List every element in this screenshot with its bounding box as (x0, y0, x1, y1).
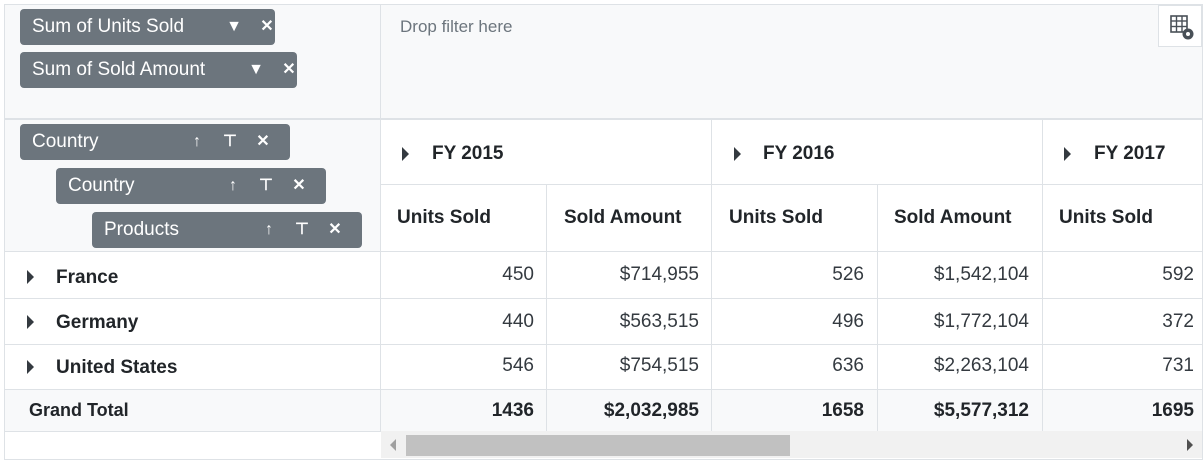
value-cell[interactable]: $1,542,104 (933, 264, 1029, 285)
divider (380, 5, 381, 431)
row-pill-label: Country (68, 175, 135, 196)
value-cell[interactable]: $563,515 (619, 311, 699, 332)
field-list-button[interactable] (1158, 5, 1202, 47)
value-cell[interactable]: 496 (832, 311, 864, 332)
divider (5, 298, 1202, 299)
grand-total-label: Grand Total (29, 400, 129, 420)
row-pill-country[interactable]: Country ↑ ⊤ ✕ (20, 124, 290, 160)
row-pill-products[interactable]: Products ↑ ⊤ ✕ (92, 212, 362, 248)
measure-header[interactable]: Units Sold (397, 207, 491, 228)
expand-caret-icon[interactable] (27, 270, 34, 284)
column-header-fy2017[interactable]: FY 2017 (1094, 143, 1166, 164)
expand-caret-icon[interactable] (27, 360, 34, 374)
value-cell[interactable]: $2,263,104 (933, 355, 1029, 376)
value-cell[interactable]: 440 (502, 311, 534, 332)
row-header-germany[interactable]: Germany (56, 312, 139, 333)
dropdown-icon[interactable]: ▼ (226, 18, 242, 35)
measure-header[interactable]: Units Sold (729, 207, 823, 228)
value-cell[interactable]: 372 (1162, 311, 1194, 332)
close-icon[interactable]: ✕ (282, 61, 296, 78)
scroll-left-icon[interactable] (390, 439, 396, 451)
divider (381, 184, 1202, 185)
row-header-france[interactable]: France (56, 267, 119, 288)
row-pill-label: Country (32, 131, 99, 152)
value-cell[interactable]: 636 (832, 355, 864, 376)
measure-header[interactable]: Sold Amount (564, 207, 682, 228)
filter-icon[interactable]: ⊤ (223, 133, 237, 150)
value-cell[interactable]: $714,955 (619, 264, 699, 285)
column-header-fy2016[interactable]: FY 2016 (763, 143, 835, 164)
divider (877, 185, 878, 431)
close-icon[interactable]: ✕ (260, 18, 274, 35)
measure-header[interactable]: Units Sold (1059, 207, 1153, 228)
value-pill-units-sold[interactable]: Sum of Units Sold ▼ ✕ (20, 9, 275, 45)
expand-caret-icon[interactable] (27, 315, 34, 329)
filter-placeholder: Drop filter here (400, 17, 513, 36)
row-pill-country[interactable]: Country ↑ ⊤ ✕ (56, 168, 326, 204)
value-cell[interactable]: $1,772,104 (933, 311, 1029, 332)
value-pill-label: Sum of Sold Amount (32, 59, 206, 80)
close-icon[interactable]: ✕ (256, 133, 270, 150)
filter-icon[interactable]: ⊤ (295, 221, 309, 238)
dropdown-icon[interactable]: ▼ (248, 61, 264, 78)
row-pill-label: Products (104, 219, 179, 240)
filter-area[interactable] (381, 5, 1202, 118)
expand-caret-icon[interactable] (1064, 147, 1071, 161)
measure-header[interactable]: Sold Amount (894, 207, 1012, 228)
divider (5, 344, 1202, 345)
close-icon[interactable]: ✕ (292, 177, 306, 194)
divider (5, 389, 1202, 390)
expand-caret-icon[interactable] (402, 147, 409, 161)
value-cell[interactable]: 592 (1162, 264, 1194, 285)
value-cell[interactable]: 546 (502, 355, 534, 376)
divider (5, 118, 1202, 120)
divider (1042, 120, 1043, 431)
grand-total-cell[interactable]: $2,032,985 (603, 400, 699, 421)
value-cell[interactable]: 526 (832, 264, 864, 285)
grand-total-row (5, 390, 1202, 431)
value-pill-label: Sum of Units Sold (32, 16, 185, 37)
divider (5, 251, 1202, 252)
grid-settings-icon (1170, 15, 1194, 40)
grand-total-cell[interactable]: 1436 (491, 400, 534, 421)
sort-ascending-icon[interactable]: ↑ (265, 221, 273, 238)
divider (711, 120, 712, 431)
grand-total-cell[interactable]: $5,577,312 (933, 400, 1029, 421)
value-pill-sold-amount[interactable]: Sum of Sold Amount ▼ ✕ (20, 52, 297, 88)
value-cell[interactable]: 731 (1162, 355, 1194, 376)
filter-icon[interactable]: ⊤ (259, 177, 273, 194)
sort-ascending-icon[interactable]: ↑ (229, 177, 237, 194)
scrollbar-thumb[interactable] (406, 435, 790, 456)
close-icon[interactable]: ✕ (328, 221, 342, 238)
grand-total-cell[interactable]: 1695 (1151, 400, 1194, 421)
divider (546, 185, 547, 431)
row-header-united-states[interactable]: United States (56, 357, 178, 378)
sort-ascending-icon[interactable]: ↑ (193, 133, 201, 150)
value-cell[interactable]: 450 (502, 264, 534, 285)
grand-total-cell[interactable]: 1658 (821, 400, 864, 421)
value-cell[interactable]: $754,515 (619, 355, 699, 376)
expand-caret-icon[interactable] (734, 147, 741, 161)
column-header-fy2015[interactable]: FY 2015 (432, 143, 504, 164)
scroll-right-icon[interactable] (1187, 439, 1193, 451)
